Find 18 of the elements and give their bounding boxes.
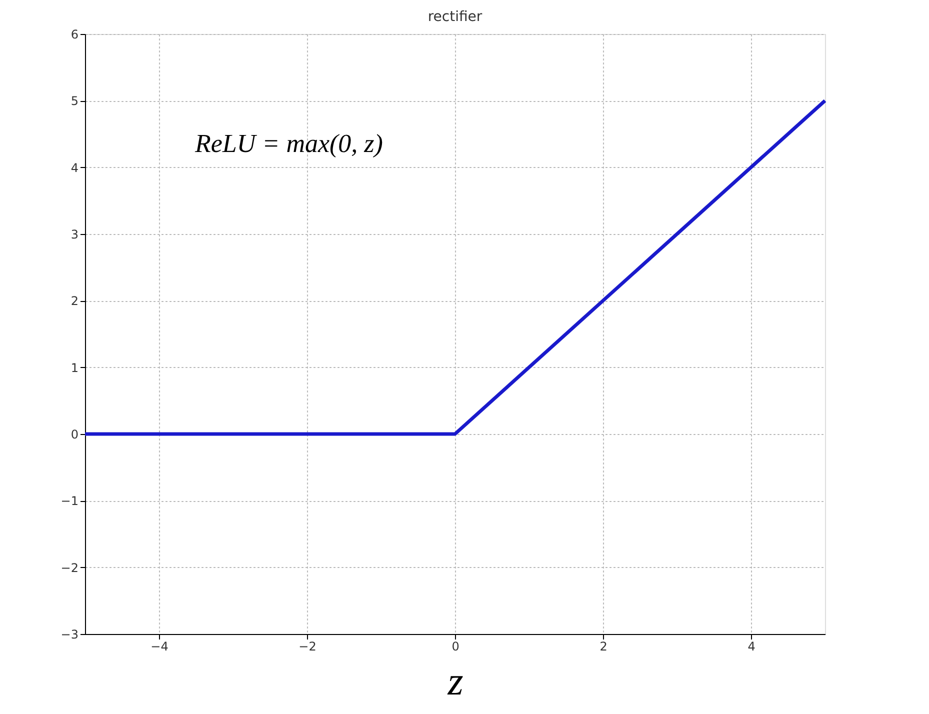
y-tick-label: 1 — [70, 360, 78, 375]
y-tick-label: 6 — [70, 28, 78, 42]
y-tick-label: 4 — [70, 160, 78, 175]
chart-title: rectifier — [428, 9, 482, 25]
x-tick-label: −4 — [150, 640, 168, 654]
annotation: ReLU = max(0, z) — [194, 129, 383, 158]
x-tick-label: 2 — [600, 640, 608, 654]
y-tick-label: −2 — [60, 560, 78, 575]
y-tick-label: −1 — [60, 494, 78, 508]
x-tick-label: 4 — [748, 640, 756, 654]
y-tick-label: 0 — [70, 428, 78, 442]
y-tick-label: −3 — [60, 628, 78, 642]
y-tick-label: 3 — [70, 228, 78, 242]
x-tick-label: −2 — [298, 640, 316, 654]
x-axis-title: z — [446, 658, 464, 704]
y-tick-label: 2 — [70, 294, 78, 308]
x-tick-label: 0 — [452, 640, 460, 654]
y-tick-label: 5 — [70, 94, 78, 108]
